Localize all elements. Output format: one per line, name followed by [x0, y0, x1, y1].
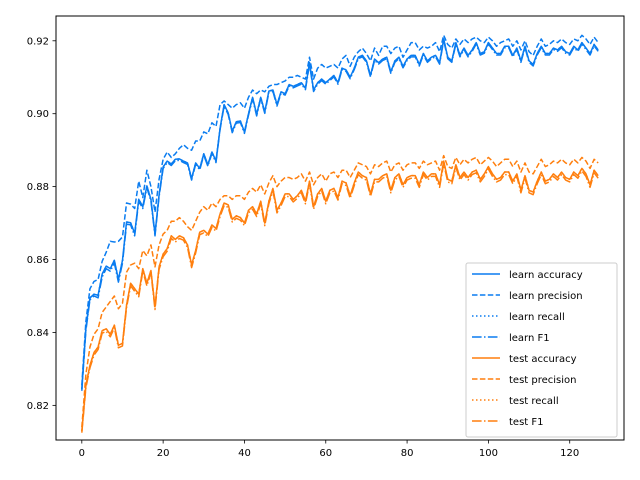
- x-tick-label: 80: [401, 448, 414, 459]
- y-tick-label: 0.90: [27, 109, 49, 120]
- series-line-test-precision: [81, 154, 599, 428]
- x-tick-label: 100: [479, 448, 498, 459]
- legend-label: test F1: [509, 417, 544, 428]
- legend-label: test accuracy: [509, 354, 577, 365]
- legend-label: learn F1: [509, 333, 550, 344]
- x-tick-label: 20: [157, 448, 170, 459]
- series-line-test-f1: [81, 162, 599, 433]
- x-tick-label: 40: [238, 448, 251, 459]
- series-line-learn-precision: [81, 34, 599, 386]
- axes-layer: 0 20 40 60 80 100 120 0.82 0.84 0.86 0.88 0.90 0.92: [27, 36, 580, 459]
- x-tick-label: 60: [319, 448, 332, 459]
- series-line-learn-f1: [81, 39, 599, 391]
- legend-label: learn accuracy: [509, 270, 583, 281]
- x-tick-label: 120: [560, 448, 579, 459]
- legend-label: learn recall: [509, 312, 565, 323]
- y-tick-label: 0.92: [27, 36, 49, 47]
- y-tick-label: 0.84: [27, 328, 49, 339]
- y-tick-label: 0.86: [27, 255, 49, 266]
- series-line-test-recall: [81, 160, 599, 431]
- series-layer: [81, 34, 599, 433]
- legend-label: test recall: [509, 396, 559, 407]
- y-tick-label: 0.88: [27, 182, 49, 193]
- plot-frame: [55, 15, 625, 441]
- legend: learn accuracy learn precision learn recal…: [465, 262, 618, 438]
- x-tick-label: 0: [79, 448, 85, 459]
- legend-box: [465, 262, 618, 438]
- y-tick-label: 0.82: [27, 401, 49, 412]
- legend-label: learn precision: [509, 291, 583, 302]
- legend-label: test precision: [509, 375, 577, 386]
